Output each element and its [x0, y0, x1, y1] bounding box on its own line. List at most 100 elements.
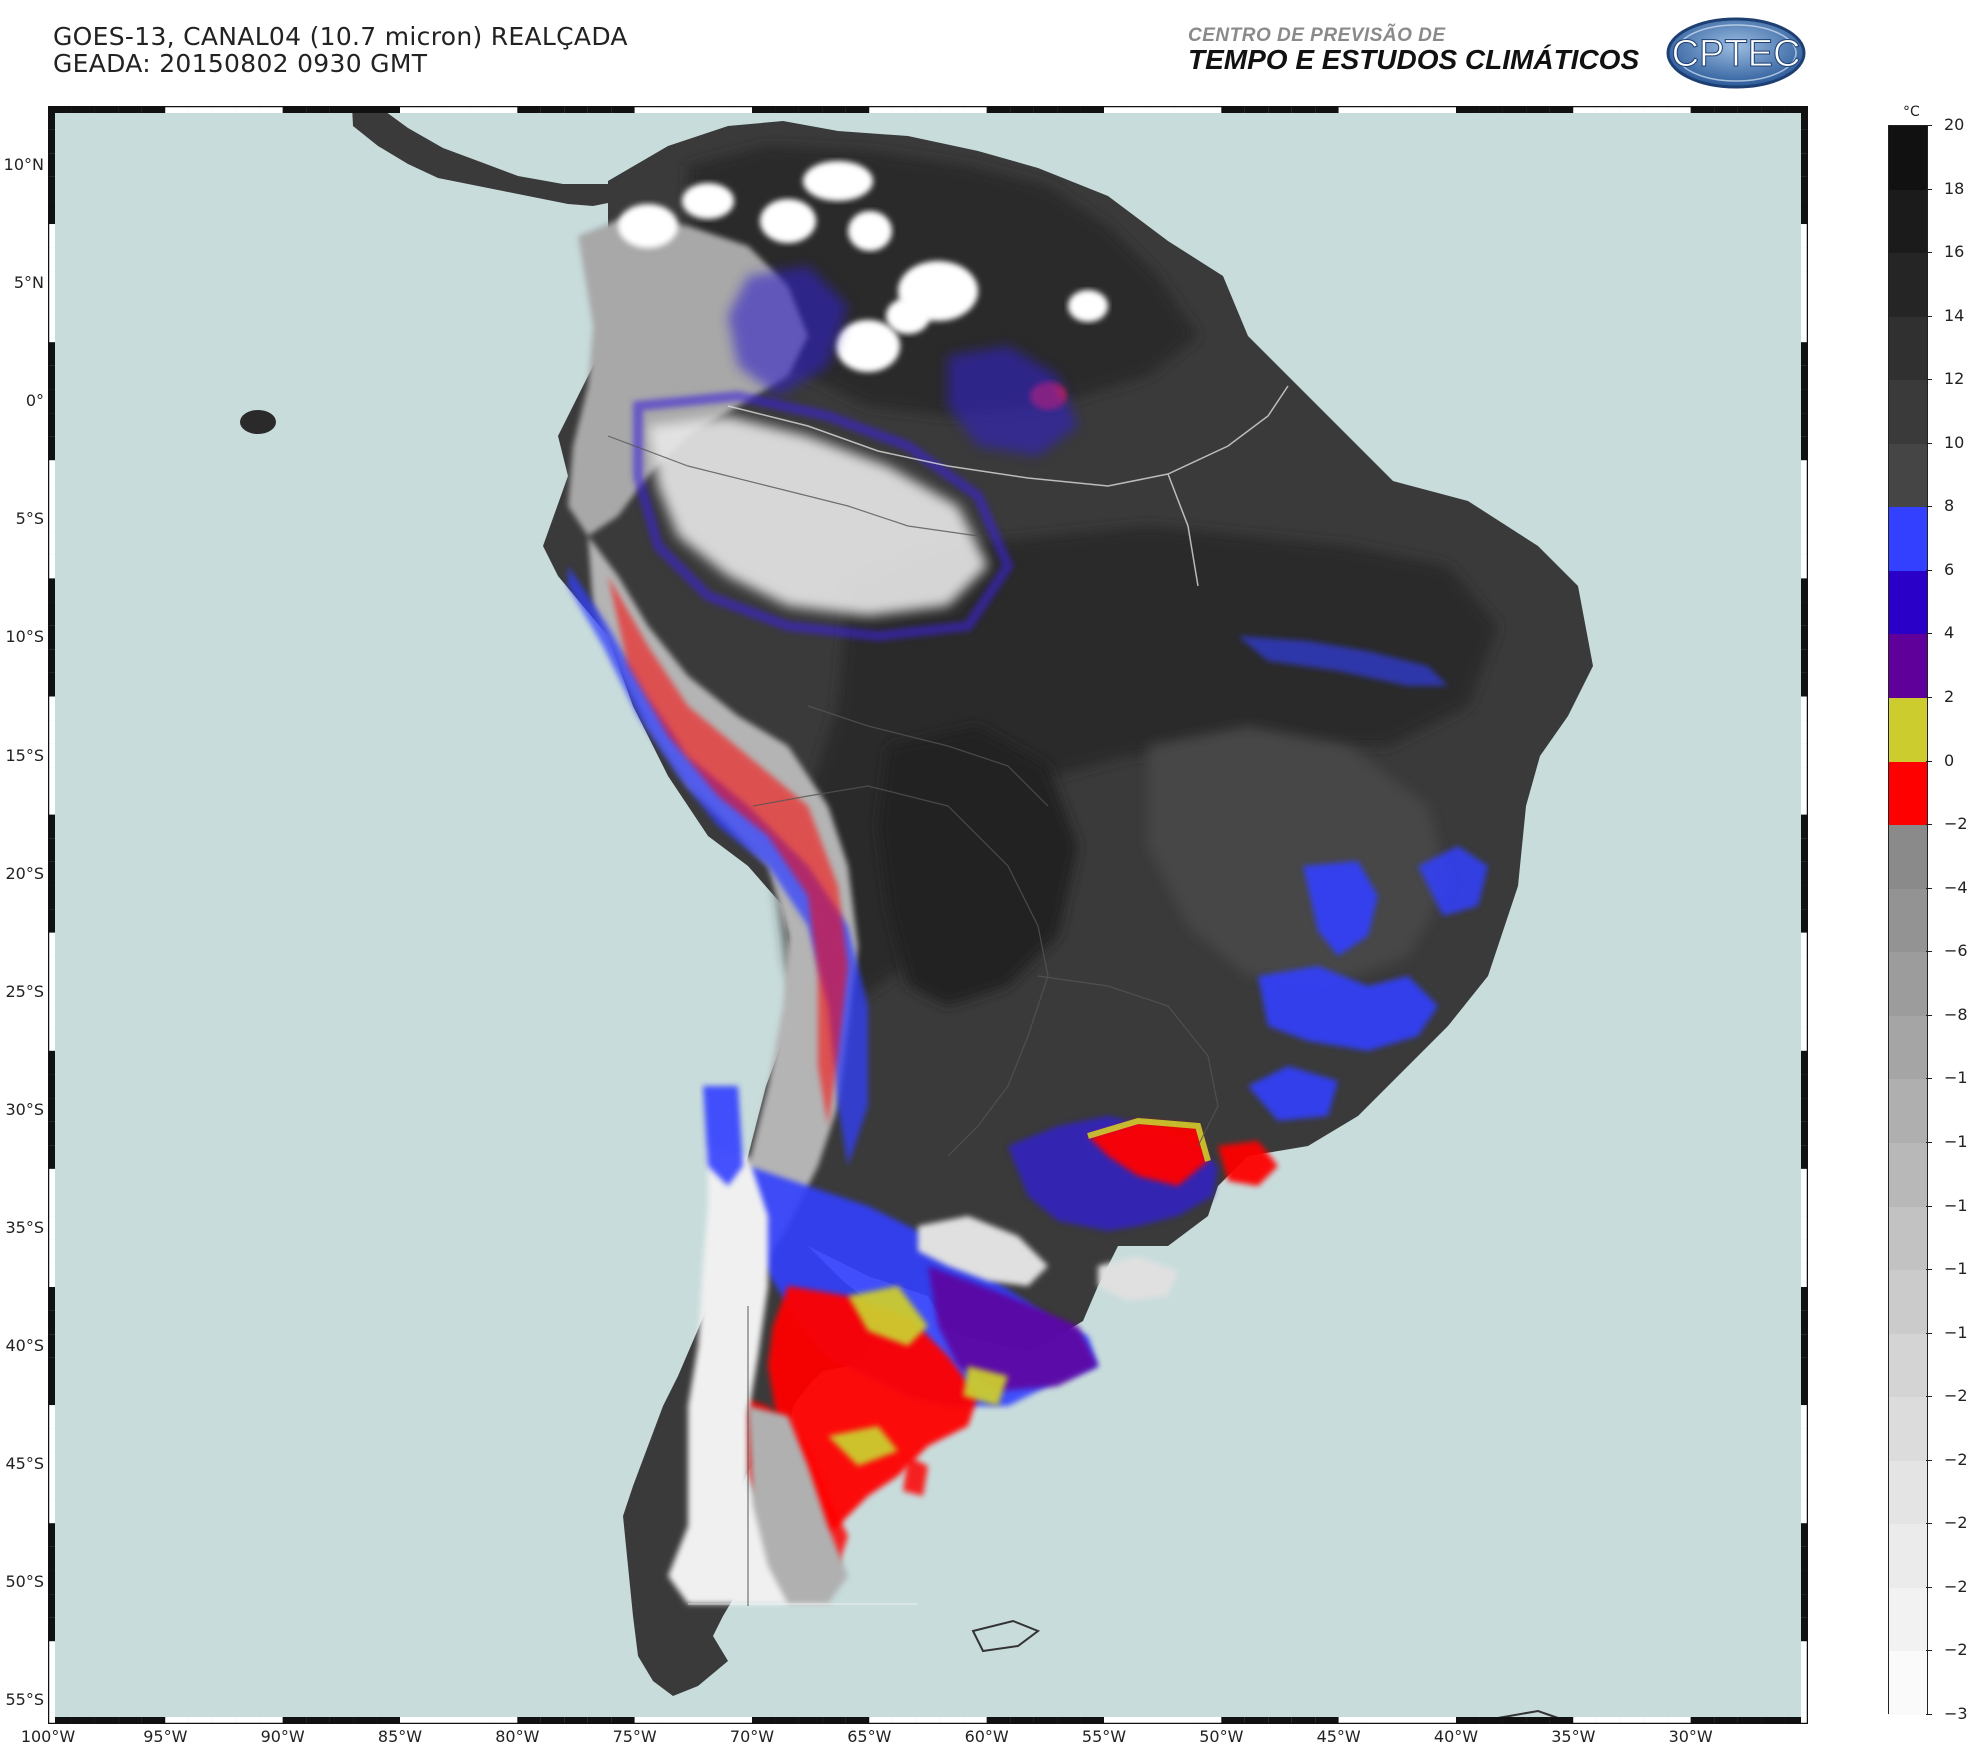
cloud-cell-2 — [682, 183, 734, 219]
colorbar-segment — [1889, 1142, 1927, 1207]
frame-border-segment — [1801, 790, 1808, 815]
frame-border-segment — [1801, 1121, 1808, 1146]
frame-border-segment — [1033, 1717, 1058, 1724]
frame-border-segment — [939, 106, 964, 113]
frame-border-segment — [48, 1098, 55, 1122]
frame-border-segment — [141, 1717, 166, 1724]
frame-border-segment — [48, 1405, 55, 1429]
lon-label: 80°W — [495, 1727, 540, 1746]
frame-border-segment — [1432, 106, 1456, 113]
colorbar-label: −16 — [1944, 1259, 1968, 1279]
frame-border-segment — [1174, 106, 1198, 113]
colorbar-segment — [1889, 380, 1927, 445]
frame-border-segment — [48, 247, 55, 272]
colorbar-label: 20 — [1944, 115, 1965, 134]
frame-border-segment — [48, 956, 55, 980]
frame-border-segment — [1104, 106, 1128, 113]
frame-border-segment — [540, 106, 565, 113]
frame-border-segment — [611, 106, 635, 113]
frame-border-segment — [1362, 106, 1386, 113]
frame-border-segment — [48, 932, 55, 957]
frame-border-segment — [1502, 106, 1527, 113]
colorbar-tick — [1926, 760, 1932, 762]
colorbar-label: −12 — [1944, 1131, 1968, 1151]
frame-border-segment — [986, 106, 1011, 113]
frame-border-segment — [1801, 1405, 1808, 1429]
frame-border-segment — [1104, 1717, 1128, 1724]
galapagos-islands — [240, 410, 276, 434]
frame-border-segment — [48, 318, 55, 343]
colorbar-label: −10 — [1944, 1068, 1968, 1088]
colorbar-label: 12 — [1944, 369, 1965, 389]
frame-border-segment — [470, 1717, 494, 1724]
frame-border-segment — [1801, 838, 1808, 862]
frame-border-segment — [423, 1717, 447, 1724]
frame-border-segment — [564, 106, 588, 113]
lat-label: 55°S — [5, 1690, 44, 1710]
lon-label: 45°W — [1316, 1727, 1361, 1746]
frame-border-segment — [1801, 625, 1808, 650]
colorbar-label: −2 — [1944, 814, 1968, 834]
frame-border-segment — [681, 106, 706, 113]
frame-border-segment — [822, 1717, 846, 1724]
frame-border-segment — [188, 1717, 213, 1724]
frame-border-segment — [212, 106, 236, 113]
colorbar-tick — [1926, 1523, 1932, 1525]
frame-border-segment — [470, 106, 494, 113]
colorbar-label: 10 — [1944, 432, 1965, 452]
frame-border-segment — [1801, 1475, 1808, 1500]
satellite-map[interactable] — [48, 106, 1808, 1724]
frame-border-segment — [1801, 649, 1808, 673]
frame-border-segment — [423, 106, 447, 113]
frame-border-segment — [1197, 1717, 1222, 1724]
frame-border-segment — [564, 1717, 588, 1724]
lat-label: 0° — [25, 391, 44, 411]
frame-border-segment — [1737, 106, 1762, 113]
frame-border-segment — [48, 1310, 55, 1335]
colorbar-segment — [1889, 952, 1927, 1017]
frame-border-segment — [1801, 720, 1808, 744]
colorbar-segment — [1889, 443, 1927, 508]
frame-border-segment — [540, 1717, 565, 1724]
frame-border-segment — [48, 176, 55, 201]
frame-border-segment — [1801, 885, 1808, 910]
frame-border-segment — [1526, 1717, 1550, 1724]
colorbar-tick — [1926, 569, 1932, 571]
frame-border-segment — [1010, 1717, 1034, 1724]
frame-border-segment — [48, 1641, 55, 1665]
frame-border-segment — [1127, 106, 1151, 113]
lon-label: 30°W — [1668, 1727, 1713, 1746]
frame-border-segment — [48, 979, 55, 1004]
frame-border-segment — [1801, 932, 1808, 957]
frame-border-segment — [282, 1717, 307, 1724]
frame-border-segment — [1667, 106, 1691, 113]
frame-border-segment — [1801, 956, 1808, 980]
frame-border-segment — [48, 1381, 55, 1406]
frame-border-segment — [1080, 106, 1104, 113]
amazon-rivers — [727, 385, 1289, 587]
frame-border-segment — [48, 1050, 55, 1075]
frame-border-segment — [775, 1717, 799, 1724]
cloud-cell-5 — [848, 211, 892, 251]
frame-border-segment — [48, 342, 55, 366]
colorbar-tick — [1926, 1269, 1932, 1271]
frame-border-segment — [1801, 909, 1808, 933]
frame-border-segment — [1338, 1717, 1363, 1724]
frame-border-segment — [1643, 1717, 1668, 1724]
frame-border-segment — [1714, 1717, 1738, 1724]
frame-border-segment — [1268, 106, 1292, 113]
frame-border-segment — [48, 767, 55, 791]
colorbar-tick — [1926, 951, 1932, 953]
frame-border-segment — [48, 602, 55, 626]
frame-border-segment — [48, 1334, 55, 1358]
cloud-cell-8 — [898, 261, 978, 321]
frame-border-segment — [1620, 106, 1644, 113]
colorbar-label: 4 — [1944, 623, 1955, 643]
frame-border-segment — [48, 649, 55, 673]
frame-border-segment — [963, 1717, 987, 1724]
colorbar-tick — [1926, 1650, 1932, 1652]
frame-border-segment — [48, 1594, 55, 1618]
frame-border-segment — [94, 106, 119, 113]
frame-border-segment — [446, 1717, 471, 1724]
frame-border-segment — [1801, 1499, 1808, 1524]
